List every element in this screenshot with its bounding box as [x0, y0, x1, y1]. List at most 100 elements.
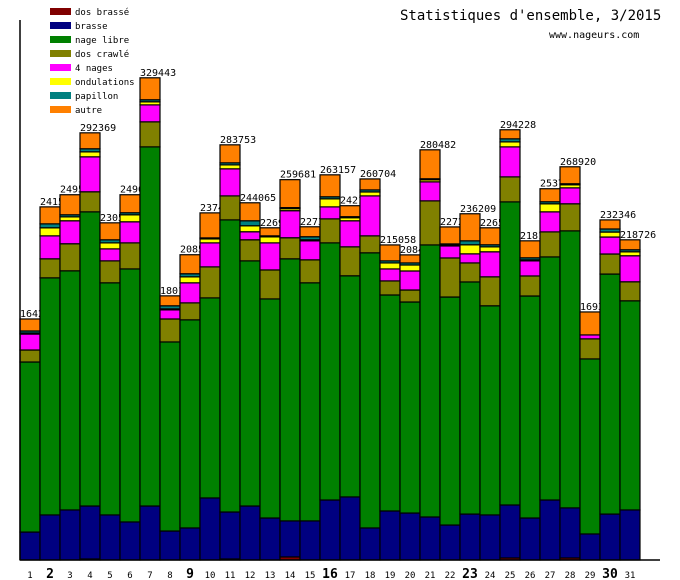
total-label: 268920 [560, 157, 596, 168]
bar-segment-autre [459, 213, 481, 242]
bar-segment-nage-libre [539, 256, 561, 501]
total-label: 260704 [360, 169, 396, 180]
x-tick-label: 2 [46, 567, 54, 580]
bar-segment-4-nages [39, 235, 61, 260]
bar-segment-autre [559, 166, 581, 185]
bar-segment-autre [439, 226, 461, 245]
bar-segment-brasse [359, 527, 381, 561]
bar-segment-nage-libre [379, 294, 401, 512]
legend-swatch [50, 64, 71, 71]
bar-segment-brasse [499, 504, 521, 559]
x-tick-label: 22 [445, 571, 456, 580]
x-tick-label: 25 [505, 571, 516, 580]
bar-segment-ondulations [459, 244, 481, 255]
bar-segment-4-nages [199, 242, 221, 268]
bar-segment-ondulations [319, 198, 341, 208]
total-label: 2421 [340, 196, 364, 207]
bar-segment-dos-crawlé [59, 243, 81, 272]
bar-segment-nage-libre [199, 297, 221, 499]
bar-segment-brasse [459, 513, 481, 561]
bar-segment-dos-crawlé [259, 269, 281, 300]
total-label: 1642 [20, 309, 44, 320]
bar-segment-autre [259, 227, 281, 237]
bar-segment-4-nages [159, 309, 181, 320]
bar-segment-brasse [79, 505, 101, 560]
bar-segment-nage-libre [359, 252, 381, 529]
bar-segment-ondulations [539, 203, 561, 213]
bar-segment-dos-crawlé [319, 218, 341, 244]
bar-segment-nage-libre [339, 275, 361, 498]
bar-segment-autre [219, 144, 241, 164]
bar-segment-brasse [419, 516, 441, 561]
bar-segment-4-nages [219, 168, 241, 197]
legend-swatch [50, 106, 71, 113]
legend-swatch [50, 22, 71, 29]
bar-segment-dos-crawlé [39, 258, 61, 279]
x-tick-label: 4 [87, 571, 92, 580]
bar-segment-nage-libre [119, 268, 141, 523]
bar-segment-4-nages [619, 255, 641, 283]
legend-label: dos brassé [75, 7, 129, 18]
bar-segment-brasse [599, 513, 621, 561]
x-tick-label: 17 [345, 571, 356, 580]
bar-segment-4-nages [439, 245, 461, 259]
bar-segment-autre [379, 244, 401, 262]
bar-segment-ondulations [259, 236, 281, 244]
bar-segment-dos-crawlé [279, 237, 301, 260]
bar-segment-autre [539, 188, 561, 203]
bar-segment-brasse [139, 505, 161, 561]
bar-segment-4-nages [299, 240, 321, 261]
bar-segment-4-nages [599, 236, 621, 255]
bar-segment-brasse [279, 520, 301, 558]
bar-segment-autre [99, 222, 121, 241]
bar-segment-autre [199, 212, 221, 239]
x-tick-label: 24 [485, 571, 496, 580]
bar-segment-brasse [19, 531, 41, 561]
bar-segment-nage-libre [219, 219, 241, 513]
x-tick-label: 31 [625, 571, 636, 580]
bar-segment-nage-libre [99, 282, 121, 516]
bar-segment-autre [419, 149, 441, 180]
total-label: 1693 [580, 302, 604, 313]
bar-segment-papillon [239, 220, 261, 227]
x-tick-label: 12 [245, 571, 256, 580]
bar-segment-ondulations [399, 264, 421, 272]
bar-segment-nage-libre [179, 319, 201, 529]
bar-segment-ondulations [479, 246, 501, 253]
bar-segment-dos-crawlé [99, 260, 121, 284]
bar-segment-dos-crawlé [619, 281, 641, 302]
bar-segment-nage-libre [599, 273, 621, 515]
bar-segment-dos-crawlé [219, 195, 241, 221]
bar-segment-dos-crawlé [559, 203, 581, 232]
bar-segment-nage-libre [139, 146, 161, 507]
total-label: 2272 [440, 217, 464, 228]
bar-segment-nage-libre [499, 201, 521, 506]
total-label: 294228 [500, 120, 536, 131]
bar-segment-ondulations [599, 231, 621, 238]
bar-segment-brasse [239, 505, 261, 561]
bar-segment-nage-libre [559, 230, 581, 509]
bar-segment-ondulations [179, 276, 201, 284]
bar-segment-4-nages [99, 248, 121, 262]
bar-segment-dos-crawlé [539, 231, 561, 258]
x-tick-label: 8 [167, 571, 172, 580]
bar-segment-4-nages [559, 187, 581, 205]
total-label: 2537 [540, 179, 564, 190]
legend-label: brasse [75, 22, 108, 32]
bar-segment-brasse [539, 499, 561, 561]
bar-segment-dos-crawlé [479, 276, 501, 307]
bar-segment-nage-libre [19, 361, 41, 533]
total-label: 329443 [140, 68, 176, 79]
bar-segment-autre [519, 240, 541, 259]
legend-swatch [50, 36, 71, 43]
bar-segment-nage-libre [419, 244, 441, 518]
total-label: 2085 [180, 245, 204, 256]
bar-segment-4-nages [19, 333, 41, 351]
x-tick-label: 14 [285, 571, 296, 580]
legend-label: papillon [75, 92, 118, 102]
bar-segment-ondulations [79, 151, 101, 158]
bar-segment-brasse [39, 514, 61, 561]
bar-segment-brasse [199, 497, 221, 561]
x-tick-label: 13 [265, 571, 276, 580]
